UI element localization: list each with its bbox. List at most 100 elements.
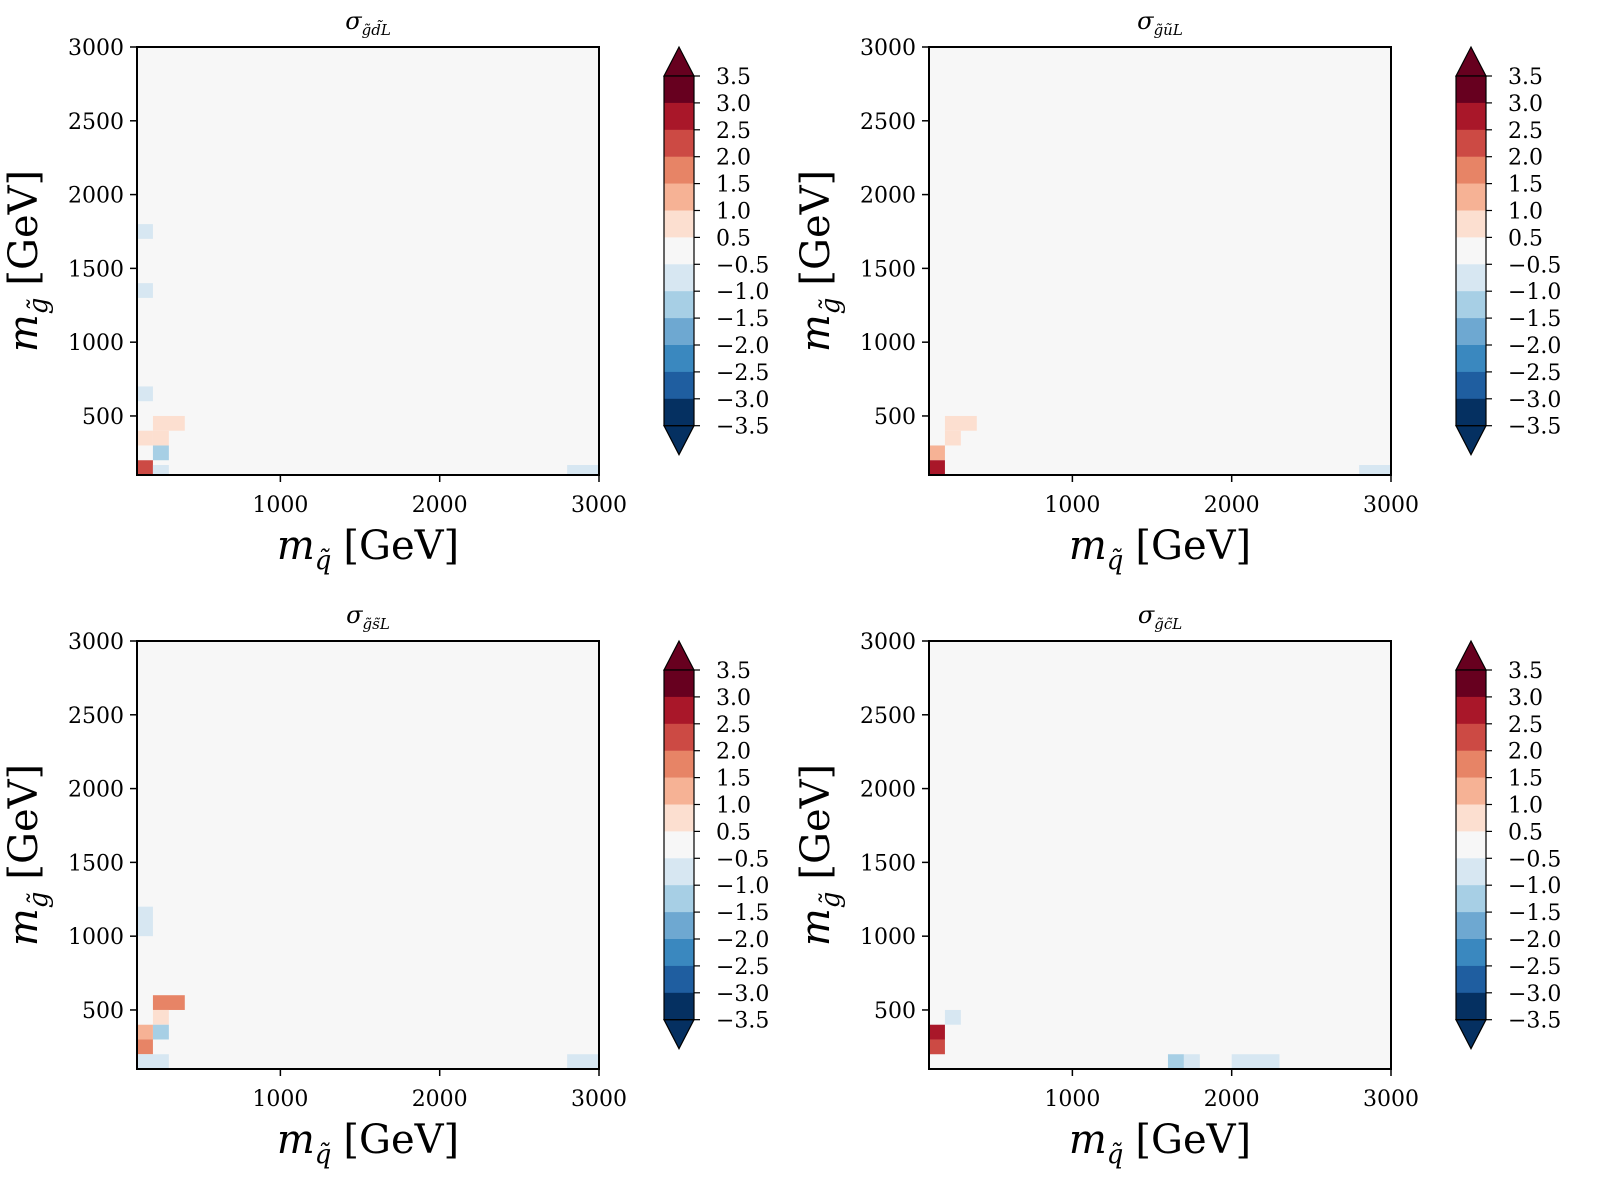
x-tick-label: 1000 <box>252 493 308 518</box>
x-tick-label: 2000 <box>412 1087 468 1112</box>
heatmap-cell <box>929 1024 945 1040</box>
colorbar-tick-label: −3.5 <box>1508 415 1561 440</box>
colorbar-tick-label: 3.0 <box>716 686 751 711</box>
panel-title: σg̃ũL <box>1137 7 1183 39</box>
colorbar-segment <box>664 318 694 346</box>
plot-frame <box>928 640 1392 1070</box>
colorbar-segment <box>1456 291 1486 319</box>
heatmap-cell <box>1231 1054 1280 1069</box>
colorbar-tick-label: −3.0 <box>716 982 769 1007</box>
y-tick-label: 1500 <box>68 257 124 282</box>
colorbar-segment <box>1456 76 1486 104</box>
colorbar-tick-label: 2.5 <box>716 119 751 144</box>
colorbar-tick-label: 2.0 <box>716 740 751 765</box>
y-tick-label: 1000 <box>68 331 124 356</box>
colorbar-tick-label: 2.0 <box>716 146 751 171</box>
heatmap-background <box>137 641 599 1069</box>
heatmap-cell <box>137 386 153 402</box>
colorbar-segment <box>664 696 694 725</box>
y-tick-label: 3000 <box>68 36 124 61</box>
colorbar-segment <box>1456 398 1486 426</box>
x-tick-label: 3000 <box>571 493 627 518</box>
y-tick-label: 2000 <box>68 778 124 803</box>
colorbar-tick-label: −1.5 <box>716 901 769 926</box>
heatmap-cell <box>152 995 185 1010</box>
y-axis-label: mg̃[GeV] <box>1 764 54 946</box>
colorbar-tick-label: 1.0 <box>1508 794 1543 819</box>
colorbar-frame <box>1455 669 1487 1021</box>
y-tick-label: 2500 <box>860 110 916 135</box>
colorbar-segment <box>664 237 694 265</box>
heatmap-cell <box>137 1039 153 1055</box>
colorbar-segment <box>664 345 694 373</box>
colorbar-segment <box>664 129 694 157</box>
y-tick-label: 1000 <box>860 331 916 356</box>
colorbar-tick-label: 0.5 <box>716 226 751 251</box>
colorbar-tick-label: 2.5 <box>1508 713 1543 738</box>
x-axis-label: mq̃ [GeV] <box>277 1117 459 1170</box>
colorbar-segment <box>664 912 694 940</box>
colorbar-tick-label: −2.0 <box>716 928 769 953</box>
plot-frame <box>136 46 600 476</box>
heatmap-cell <box>137 224 153 239</box>
y-tick-label: 500 <box>874 405 916 430</box>
colorbar-frame <box>663 75 695 427</box>
heatmap-background <box>137 47 599 475</box>
colorbar-segment <box>1456 831 1486 859</box>
heatmap-cell <box>1183 1054 1200 1069</box>
colorbar-segment <box>664 76 694 104</box>
panel-title: σg̃d̃L <box>345 7 391 39</box>
colorbar-extend-max <box>1455 45 1487 77</box>
colorbar-tick-label: −1.5 <box>1508 901 1561 926</box>
colorbar-segment <box>1456 992 1486 1020</box>
y-tick-label: 2000 <box>860 778 916 803</box>
colorbar-tick-label: −0.5 <box>1508 253 1561 278</box>
colorbar-segment <box>1456 804 1486 832</box>
colorbar-tick-label: −1.5 <box>1508 307 1561 332</box>
colorbar-segment <box>1456 670 1486 698</box>
heatmap-cell <box>944 1009 961 1025</box>
colorbar-segment <box>1456 129 1486 157</box>
colorbar-extend-min <box>1455 425 1487 457</box>
colorbar-segment <box>664 804 694 832</box>
colorbar-tick-label: −2.5 <box>1508 361 1561 386</box>
heatmap-background <box>929 47 1391 475</box>
colorbar-segment <box>664 750 694 778</box>
y-tick-label: 500 <box>874 999 916 1024</box>
x-tick-label: 3000 <box>1363 493 1419 518</box>
panel-title: σg̃c̃L <box>1138 601 1182 633</box>
colorbar-tick-label: 0.5 <box>1508 820 1543 845</box>
colorbar-frame <box>663 669 695 1021</box>
heatmap-cell <box>152 415 185 431</box>
colorbar-segment <box>1456 777 1486 805</box>
colorbar-segment <box>664 264 694 292</box>
heatmap-cell <box>152 465 169 475</box>
y-axis-label: mg̃[GeV] <box>793 764 846 946</box>
heatmap-cell <box>567 1054 599 1069</box>
colorbar-tick-label: −1.0 <box>716 874 769 899</box>
heatmap-cell <box>137 1024 153 1040</box>
colorbar-tick-label: 2.5 <box>1508 119 1543 144</box>
x-tick-label: 2000 <box>1204 1087 1260 1112</box>
colorbar-1: 3.53.02.52.01.51.00.5−0.5−1.0−1.5−2.0−2.… <box>663 45 769 457</box>
colorbar-tick-label: −1.0 <box>716 280 769 305</box>
colorbar-tick-label: −3.5 <box>716 415 769 440</box>
heatmap-cell <box>152 1024 169 1040</box>
colorbar-tick-label: −1.0 <box>1508 874 1561 899</box>
colorbar-tick-label: 3.5 <box>1508 659 1543 684</box>
colorbar-tick-label: −3.0 <box>1508 388 1561 413</box>
y-axis-label: mg̃[GeV] <box>1 170 54 352</box>
colorbar-segment <box>1456 858 1486 886</box>
colorbar-segment <box>664 965 694 994</box>
x-tick-label: 3000 <box>571 1087 627 1112</box>
colorbar-segment <box>1456 939 1486 967</box>
y-tick-label: 1500 <box>860 257 916 282</box>
heatmap-cell <box>137 906 153 937</box>
heatmap-cell <box>944 415 977 431</box>
colorbar-tick-label: −0.5 <box>716 847 769 872</box>
x-tick-label: 1000 <box>1044 493 1100 518</box>
x-tick-label: 3000 <box>1363 1087 1419 1112</box>
heatmap-panel-3: 1000 2000 3000 500 1000 1500 2000 2500 3000 σg̃s̃… <box>1 601 627 1170</box>
heatmap-cell <box>567 465 599 475</box>
x-tick-label: 2000 <box>412 493 468 518</box>
